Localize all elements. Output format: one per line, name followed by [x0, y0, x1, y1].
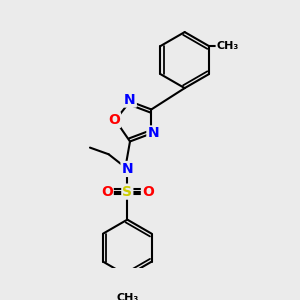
Text: N: N [122, 162, 133, 176]
Text: O: O [108, 113, 120, 127]
Text: CH₃: CH₃ [116, 292, 138, 300]
Text: N: N [147, 127, 159, 140]
Text: N: N [124, 93, 136, 106]
Text: O: O [101, 184, 113, 199]
Text: O: O [142, 184, 154, 199]
Text: S: S [122, 184, 132, 199]
Text: CH₃: CH₃ [217, 41, 239, 51]
